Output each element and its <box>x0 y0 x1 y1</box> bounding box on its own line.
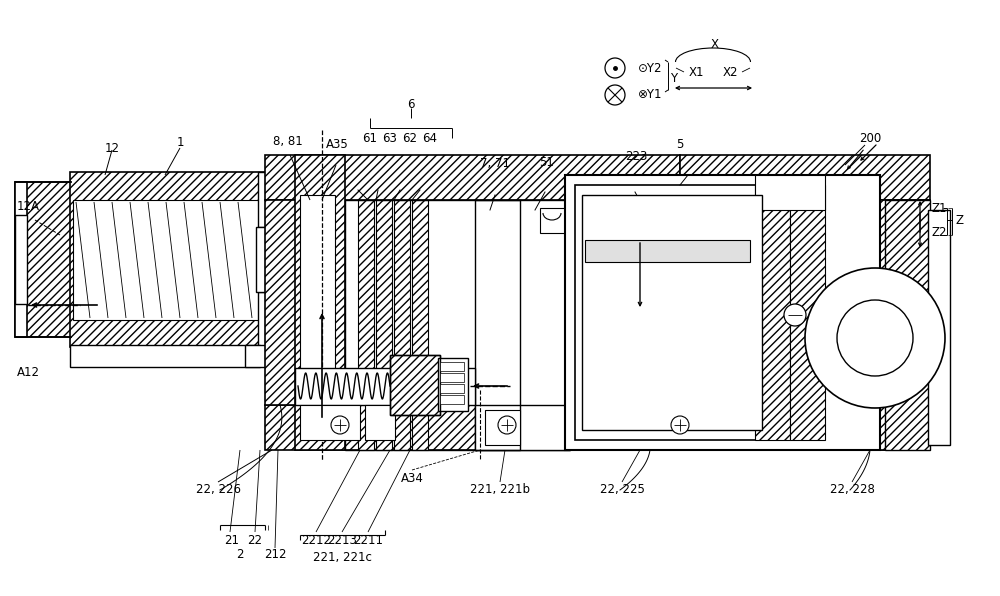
Bar <box>885 200 930 450</box>
Bar <box>880 200 930 450</box>
Text: 8, 81: 8, 81 <box>273 135 303 148</box>
Bar <box>575 185 770 440</box>
Text: 221, 221b: 221, 221b <box>470 483 530 496</box>
Bar <box>540 208 565 233</box>
Bar <box>440 395 464 404</box>
Bar <box>300 195 335 405</box>
Bar <box>440 384 464 393</box>
Text: 1: 1 <box>176 136 184 150</box>
Bar <box>15 182 72 337</box>
Bar <box>295 368 475 405</box>
Text: 2211: 2211 <box>353 533 383 547</box>
Text: 2: 2 <box>236 548 244 561</box>
Text: X2: X2 <box>722 66 738 79</box>
Bar <box>15 215 27 304</box>
Bar <box>440 362 464 371</box>
Text: Z2: Z2 <box>932 226 948 240</box>
Text: 22, 228: 22, 228 <box>830 483 874 496</box>
Text: 21: 21 <box>224 533 240 547</box>
Bar <box>345 200 520 450</box>
Circle shape <box>605 85 625 105</box>
Bar <box>390 355 440 415</box>
Bar <box>73 200 267 320</box>
Bar <box>390 355 440 415</box>
Bar <box>258 172 278 227</box>
Text: 64: 64 <box>422 132 438 144</box>
Text: ⊗Y1: ⊗Y1 <box>638 88 662 101</box>
Bar <box>258 292 278 347</box>
Circle shape <box>837 300 913 376</box>
Text: 12A: 12A <box>16 200 40 213</box>
Circle shape <box>331 416 349 434</box>
Text: Y: Y <box>670 72 678 85</box>
Bar <box>70 172 270 347</box>
Bar <box>475 405 570 450</box>
Text: 22: 22 <box>248 533 262 547</box>
Bar <box>928 210 950 445</box>
Bar <box>394 200 410 450</box>
Text: A34: A34 <box>401 471 423 485</box>
Bar <box>295 155 345 450</box>
Circle shape <box>784 304 806 326</box>
Text: 62: 62 <box>402 132 418 144</box>
Circle shape <box>671 416 689 434</box>
Text: 61: 61 <box>362 132 378 144</box>
Text: 200: 200 <box>859 132 881 144</box>
Text: 223: 223 <box>625 151 647 163</box>
Bar <box>265 200 325 405</box>
Bar <box>265 405 930 450</box>
Bar <box>438 358 468 411</box>
Bar <box>256 227 278 292</box>
Text: 212: 212 <box>264 548 286 561</box>
Text: 2212: 2212 <box>301 533 331 547</box>
Bar <box>376 200 392 450</box>
Text: X: X <box>711 39 719 51</box>
Text: 2213: 2213 <box>327 533 357 547</box>
Text: 51: 51 <box>540 157 554 169</box>
Text: 22, 225: 22, 225 <box>600 483 644 496</box>
Text: 7, 71: 7, 71 <box>480 157 510 169</box>
Bar <box>365 405 395 440</box>
Bar <box>475 200 570 450</box>
Bar <box>15 182 27 337</box>
Text: 221, 221c: 221, 221c <box>313 551 371 564</box>
Circle shape <box>805 268 945 408</box>
Text: X1: X1 <box>688 66 704 79</box>
Bar <box>485 410 520 445</box>
Text: A12: A12 <box>16 367 40 380</box>
Bar <box>790 185 825 440</box>
Bar <box>412 200 428 450</box>
Bar <box>265 155 680 200</box>
Bar <box>582 195 762 430</box>
Bar <box>440 373 464 382</box>
Bar <box>585 240 750 262</box>
Circle shape <box>605 58 625 78</box>
Bar <box>565 175 880 450</box>
Text: Z: Z <box>956 213 964 226</box>
Text: 22, 226: 22, 226 <box>196 483 240 496</box>
Text: 12: 12 <box>104 141 120 154</box>
Text: 6: 6 <box>407 98 415 111</box>
Text: A35: A35 <box>326 138 348 151</box>
Text: ⊙Y2: ⊙Y2 <box>638 61 662 74</box>
Bar <box>680 155 930 200</box>
Bar <box>245 345 280 367</box>
Bar <box>755 185 790 440</box>
Bar <box>755 175 825 210</box>
Text: 63: 63 <box>383 132 397 144</box>
Text: 5: 5 <box>676 138 684 151</box>
Text: Z1: Z1 <box>932 201 948 215</box>
Bar <box>300 405 360 440</box>
Bar <box>358 200 374 450</box>
Circle shape <box>498 416 516 434</box>
Bar <box>70 345 260 367</box>
